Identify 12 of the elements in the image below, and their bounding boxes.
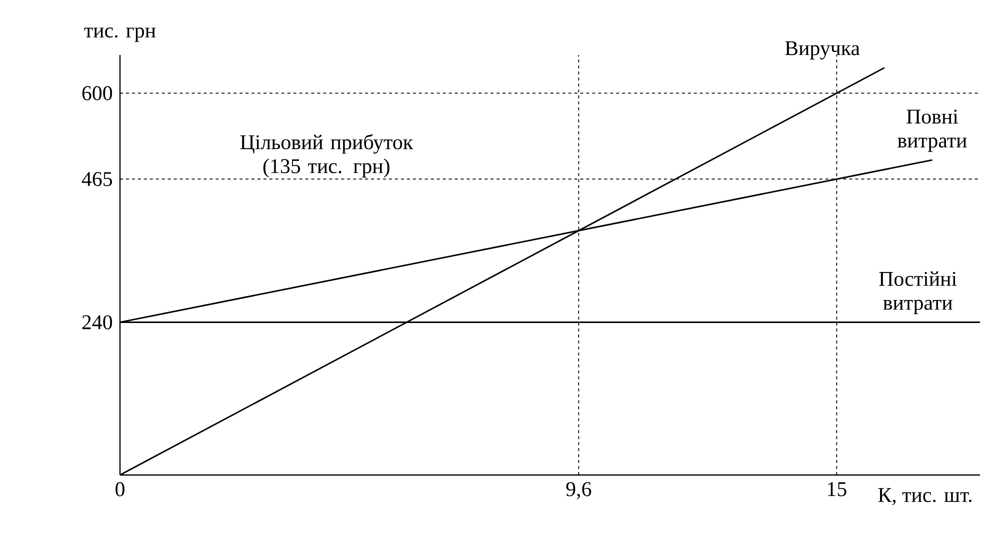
y-tick-label: 465 bbox=[82, 172, 112, 186]
y-axis-title: тис. грн bbox=[84, 28, 156, 42]
y-tick-label: 600 bbox=[82, 86, 112, 100]
annotation: Цільовий прибуток (135 тис. грн) bbox=[240, 134, 414, 178]
series-label: Постійні витрати bbox=[879, 271, 957, 314]
x-tick-label: 0 bbox=[116, 482, 124, 496]
x-tick-label: 9,6 bbox=[566, 482, 592, 500]
series-label: Виручка bbox=[785, 41, 860, 60]
series-label: Повні витрати bbox=[898, 110, 967, 152]
x-axis-title: К, тис. шт. bbox=[878, 488, 972, 506]
x-tick-label: 15 bbox=[828, 482, 846, 496]
y-tick-label: 240 bbox=[82, 315, 112, 330]
